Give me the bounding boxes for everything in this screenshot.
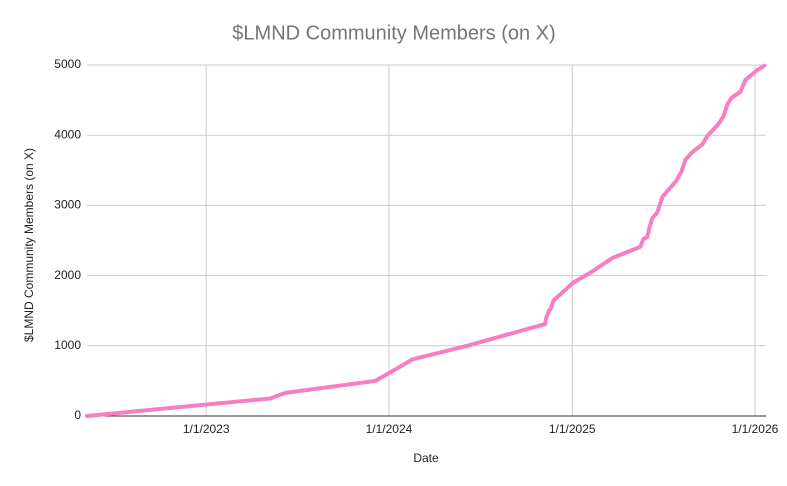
x-tick-label: 1/1/2023: [183, 422, 230, 436]
x-tick-label: 1/1/2026: [732, 422, 779, 436]
y-tick-label: 5000: [54, 57, 81, 71]
data-line: [85, 63, 767, 418]
x-axis-label: Date: [413, 451, 439, 465]
y-tick-label: 4000: [54, 127, 81, 141]
x-tick-label: 1/1/2024: [366, 422, 413, 436]
y-tick-label: 1000: [54, 338, 81, 352]
y-tick-label: 3000: [54, 198, 81, 212]
y-tick-label: 0: [74, 408, 81, 422]
x-tick-label: 1/1/2025: [549, 422, 596, 436]
y-tick-label: 2000: [54, 268, 81, 282]
chart-title: $LMND Community Members (on X): [232, 22, 555, 44]
y-axis-label: $LMND Community Members (on X): [22, 148, 36, 342]
